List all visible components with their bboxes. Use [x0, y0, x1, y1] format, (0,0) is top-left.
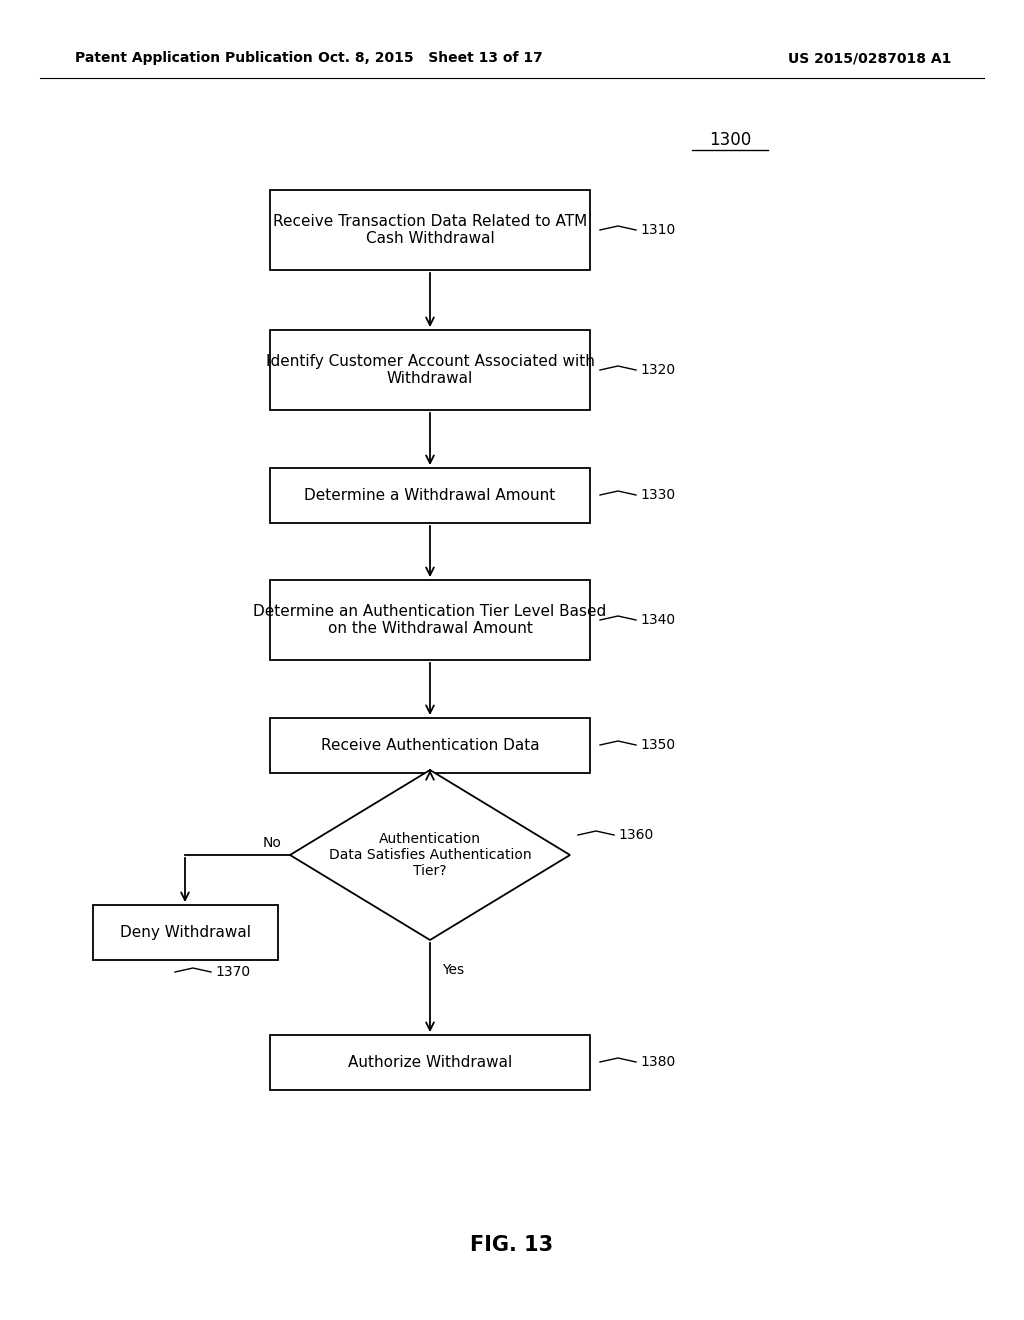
- Text: 1310: 1310: [640, 223, 675, 238]
- Text: Yes: Yes: [442, 964, 464, 977]
- Bar: [270, 1035, 590, 1090]
- Text: 1340: 1340: [640, 612, 675, 627]
- Text: 1380: 1380: [640, 1055, 675, 1069]
- Bar: [270, 579, 590, 660]
- Text: 1330: 1330: [640, 488, 675, 502]
- Text: Patent Application Publication: Patent Application Publication: [75, 51, 312, 65]
- Text: 1370: 1370: [215, 965, 250, 979]
- Text: Determine a Withdrawal Amount: Determine a Withdrawal Amount: [304, 488, 556, 503]
- Bar: [270, 330, 590, 411]
- Text: 1320: 1320: [640, 363, 675, 378]
- Text: US 2015/0287018 A1: US 2015/0287018 A1: [788, 51, 951, 65]
- Text: Authorize Withdrawal: Authorize Withdrawal: [348, 1055, 512, 1071]
- Bar: [270, 469, 590, 523]
- Text: 1300: 1300: [709, 131, 752, 149]
- Bar: [93, 906, 278, 960]
- Text: Deny Withdrawal: Deny Withdrawal: [120, 925, 251, 940]
- Text: Receive Authentication Data: Receive Authentication Data: [321, 738, 540, 752]
- Text: Identify Customer Account Associated with
Withdrawal: Identify Customer Account Associated wit…: [265, 354, 595, 387]
- Text: 1350: 1350: [640, 738, 675, 752]
- Text: Oct. 8, 2015   Sheet 13 of 17: Oct. 8, 2015 Sheet 13 of 17: [317, 51, 543, 65]
- Text: No: No: [263, 836, 282, 850]
- Polygon shape: [290, 770, 570, 940]
- Text: 1360: 1360: [618, 828, 653, 842]
- Text: Determine an Authentication Tier Level Based
on the Withdrawal Amount: Determine an Authentication Tier Level B…: [253, 603, 606, 636]
- Bar: [270, 718, 590, 774]
- Bar: [270, 190, 590, 271]
- Text: Receive Transaction Data Related to ATM
Cash Withdrawal: Receive Transaction Data Related to ATM …: [272, 214, 587, 247]
- Text: FIG. 13: FIG. 13: [470, 1236, 554, 1255]
- Text: Authentication
Data Satisfies Authentication
Tier?: Authentication Data Satisfies Authentica…: [329, 832, 531, 878]
